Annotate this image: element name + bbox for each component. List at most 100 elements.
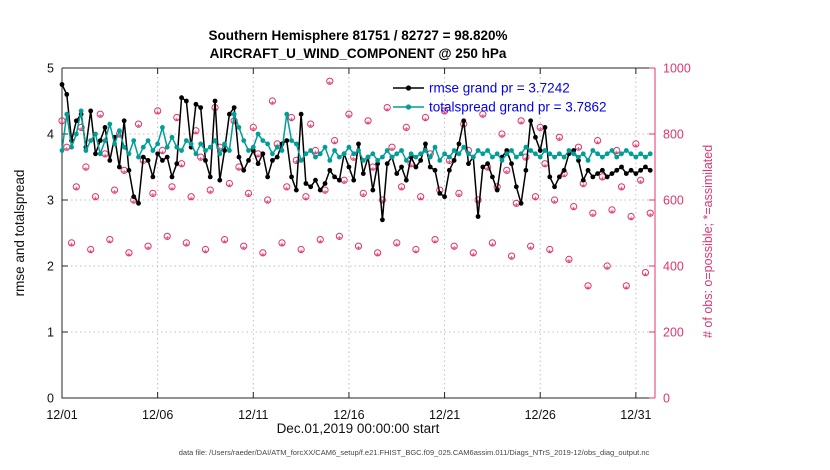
svg-text:*: * <box>481 113 486 125</box>
rmse-series <box>59 82 653 223</box>
grid-lines <box>62 68 655 398</box>
svg-text:*: * <box>232 119 237 131</box>
svg-text:*: * <box>375 251 380 263</box>
svg-text:*: * <box>194 129 199 141</box>
x-tick-label: 12/11 <box>238 408 268 422</box>
svg-text:*: * <box>141 159 146 171</box>
svg-text:*: * <box>127 251 132 263</box>
svg-text:*: * <box>490 241 495 253</box>
svg-text:*: * <box>361 192 366 204</box>
svg-text:*: * <box>648 212 653 224</box>
svg-text:*: * <box>423 116 428 128</box>
x-tick-label: 12/01 <box>46 408 77 422</box>
svg-text:*: * <box>117 132 122 144</box>
svg-text:*: * <box>409 162 414 174</box>
svg-text:*: * <box>347 113 352 125</box>
svg-text:*: * <box>538 126 543 138</box>
svg-text:*: * <box>356 245 361 257</box>
svg-text:*: * <box>433 238 438 250</box>
svg-text:*: * <box>457 192 462 204</box>
svg-text:*: * <box>385 106 390 118</box>
y-axis-label-left: rmse and totalspread <box>12 170 27 297</box>
y-left-tick-label: 3 <box>47 194 54 208</box>
svg-text:*: * <box>309 122 314 134</box>
svg-text:*: * <box>476 198 481 210</box>
svg-text:*: * <box>304 195 309 207</box>
svg-text:*: * <box>395 241 400 253</box>
svg-text:*: * <box>294 159 299 171</box>
y-right-tick-label: 400 <box>663 260 684 274</box>
svg-text:*: * <box>132 198 137 210</box>
legend-rmse-sample-marker <box>405 85 412 91</box>
svg-text:*: * <box>519 119 524 131</box>
y-right-tick-label: 800 <box>663 128 684 142</box>
svg-text:*: * <box>136 122 141 134</box>
svg-text:*: * <box>586 284 591 296</box>
svg-text:*: * <box>485 165 490 177</box>
svg-text:*: * <box>543 162 548 174</box>
svg-text:*: * <box>175 116 180 128</box>
y-left-tick-label: 0 <box>47 392 54 406</box>
svg-text:*: * <box>199 155 204 167</box>
svg-text:*: * <box>634 142 639 154</box>
svg-text:*: * <box>299 248 304 260</box>
svg-text:*: * <box>203 248 208 260</box>
svg-text:*: * <box>591 212 596 224</box>
data-file-note: data file: /Users/raeder/DAI/ATM_forcXX/… <box>179 448 650 457</box>
y-right-tick-label: 200 <box>663 326 684 340</box>
svg-text:*: * <box>505 169 510 181</box>
svg-text:*: * <box>610 208 615 220</box>
legend: rmse grand pr = 3.7242 totalspread grand… <box>393 81 607 115</box>
svg-text:*: * <box>189 195 194 207</box>
svg-text:*: * <box>151 192 156 204</box>
svg-text:*: * <box>170 185 175 197</box>
legend-item-rmse: rmse grand pr = 3.7242 <box>393 81 570 96</box>
y-right-tick-label: 0 <box>663 392 670 406</box>
svg-text:*: * <box>500 132 505 144</box>
legend-item-totalspread: totalspread grand pr = 3.7862 <box>393 100 607 115</box>
svg-text:*: * <box>629 215 634 227</box>
y-right-tick-label: 600 <box>663 194 684 208</box>
chart-title-line2: AIRCRAFT_U_WIND_COMPONENT @ 250 hPa <box>210 46 507 61</box>
svg-text:*: * <box>352 155 357 167</box>
svg-text:*: * <box>60 119 65 131</box>
svg-text:*: * <box>576 146 581 158</box>
y-left-tick-label: 1 <box>47 326 54 340</box>
y-axis-label-right: # of obs: o=possible; *=assimilated <box>701 145 715 338</box>
x-axis-label: Dec.01,2019 00:00:00 start <box>277 421 440 436</box>
x-tick-label: 12/31 <box>620 408 651 422</box>
svg-text:*: * <box>179 162 184 174</box>
svg-text:*: * <box>552 198 557 210</box>
svg-text:*: * <box>572 205 577 217</box>
svg-text:*: * <box>160 149 165 161</box>
svg-text:*: * <box>514 202 519 214</box>
svg-text:*: * <box>414 248 419 260</box>
svg-text:*: * <box>643 271 648 283</box>
svg-text:*: * <box>337 235 342 247</box>
svg-text:*: * <box>69 241 74 253</box>
svg-text:*: * <box>98 113 103 125</box>
y-left-tick-label: 5 <box>47 62 54 76</box>
svg-text:*: * <box>562 172 567 184</box>
svg-text:*: * <box>93 195 98 207</box>
legend-rmse-label: rmse grand pr = 3.7242 <box>429 81 570 96</box>
svg-text:*: * <box>404 126 409 138</box>
svg-text:*: * <box>208 188 213 200</box>
plot-generated: 0 1 2 3 4 5 0 200 400 600 800 1000 12/01 12/06 12/11 12… <box>46 62 690 423</box>
svg-text:*: * <box>285 185 290 197</box>
svg-text:*: * <box>103 152 108 164</box>
x-tick-label: 12/26 <box>525 408 556 422</box>
svg-text:*: * <box>146 245 151 257</box>
svg-text:*: * <box>112 188 117 200</box>
svg-text:*: * <box>318 238 323 250</box>
svg-text:*: * <box>89 248 94 260</box>
svg-text:*: * <box>595 139 600 151</box>
svg-text:*: * <box>567 258 572 270</box>
svg-text:*: * <box>108 238 113 250</box>
x-tick-label: 12/16 <box>333 408 364 422</box>
svg-text:*: * <box>280 241 285 253</box>
svg-text:*: * <box>371 165 376 177</box>
y-left-tick-label: 4 <box>47 128 54 142</box>
